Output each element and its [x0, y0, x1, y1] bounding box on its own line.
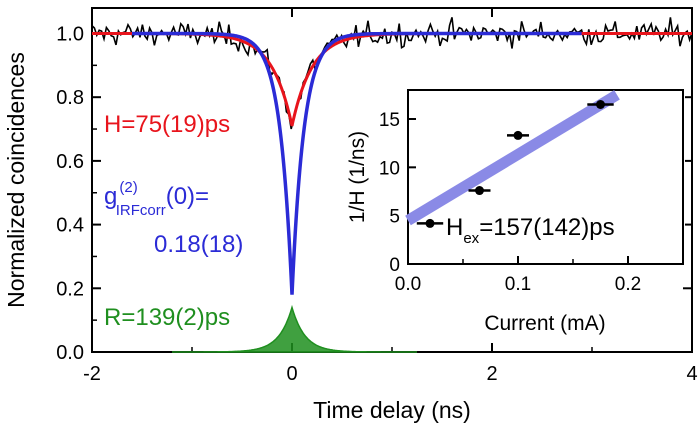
inset-plot-frame	[407, 89, 684, 265]
annotation-g2-sub: IRFcorr	[116, 202, 166, 219]
inset-y-tick-label: 10	[379, 158, 400, 179]
x-axis-label: Time delay (ns)	[313, 397, 471, 423]
inset-y-tick-label: 5	[389, 207, 400, 228]
inset-y-tick-label: 0	[389, 255, 400, 276]
inset-x-tick-label: 0.1	[505, 274, 531, 295]
x-tick-label: 2	[486, 363, 497, 385]
y-tick-label: 0.8	[56, 87, 84, 109]
x-tick-label: 4	[686, 363, 697, 385]
annotation-g2-sup: (2)	[119, 179, 137, 196]
y-tick-label: 0.2	[56, 278, 84, 300]
y-tick-label: 0.0	[56, 342, 84, 364]
inset-fit-band	[405, 90, 620, 226]
annotation-g2-main: g	[104, 183, 117, 210]
inset-y-tick-label: 15	[379, 110, 400, 131]
inset-x-axis-label: Current (mA)	[484, 312, 605, 335]
deconvolved-series	[132, 31, 582, 295]
annotation-h: H=75(19)ps	[104, 111, 230, 138]
inset-point	[596, 100, 605, 109]
main-axis-ticks: -2 0 2 4 0.0 0.2 0.4 0.6 0.8 1.0	[56, 8, 698, 385]
annotation-g2: g (2) IRFcorr(0)=	[104, 179, 209, 219]
inset-point	[425, 218, 435, 228]
annotation-g2-value: 0.18(18)	[154, 231, 243, 258]
y-tick-label: 0.4	[56, 215, 84, 237]
inset-background	[405, 86, 685, 266]
inset-x-tick-label: 0.0	[395, 274, 421, 295]
irf-series	[172, 304, 417, 353]
inset-annotation-sub: ex	[463, 230, 479, 247]
inset-fit-line	[405, 90, 620, 226]
inset-annotation-rest: =157(142)ps	[479, 214, 614, 241]
y-tick-label: 0.6	[56, 151, 84, 173]
inset-annotation-main: H	[446, 214, 463, 241]
y-tick-label: 1.0	[56, 23, 84, 45]
deconvolved-line	[132, 31, 582, 295]
inset-x-tick-label: 0.2	[615, 274, 641, 295]
inset-axis-ticks: 0.0 0.1 0.2 0 5 10 15	[379, 110, 684, 295]
inset-point	[475, 186, 484, 196]
y-axis-label: Normalized coincidences	[3, 52, 29, 308]
annotation-r: R=139(2)ps	[104, 304, 230, 331]
x-tick-label: -2	[83, 363, 101, 385]
inset-points	[416, 100, 614, 228]
irf-area	[172, 304, 417, 353]
inset-point	[513, 130, 523, 140]
x-tick-label: 0	[286, 363, 297, 385]
annotation-g2-rest: (0)=	[166, 183, 209, 210]
inset-y-axis-label: 1/H (1/ns)	[346, 131, 369, 223]
inset-annotation: Hex=157(142)ps	[446, 214, 615, 247]
